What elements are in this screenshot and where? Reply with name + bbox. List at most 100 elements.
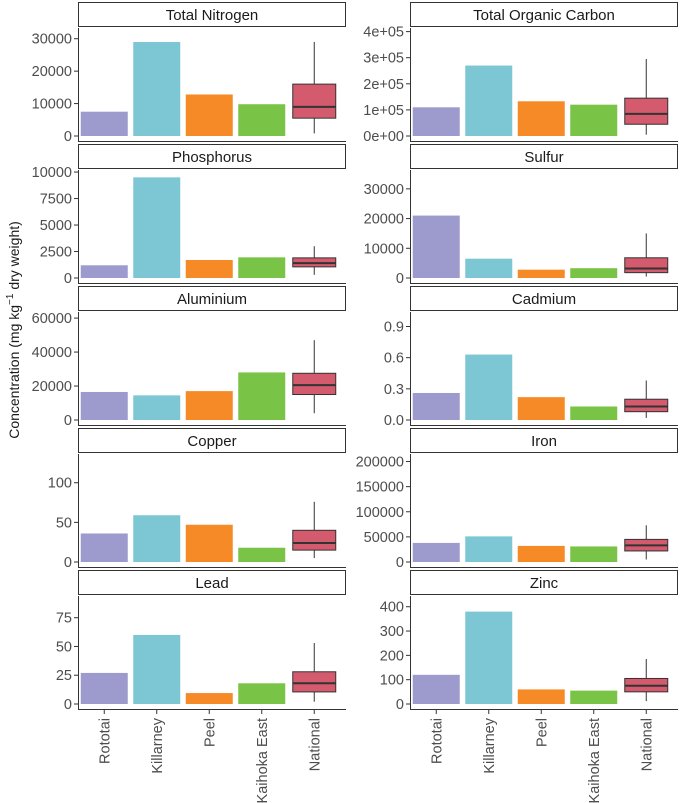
bar-killarney [465,354,513,420]
panel-strip [410,286,678,311]
y-tick-label: 50000 [364,530,404,546]
bar-kaihoka-east [238,257,286,278]
y-tick-label: 2500 [40,245,72,261]
panel-title: Total Nitrogen [166,7,259,24]
x-tick-label-killarney: Killarney [482,717,498,773]
boxplot-national [624,233,669,277]
bar-peel [517,397,565,420]
bar-kaihoka-east [238,683,286,704]
y-tick-label: 20000 [32,64,72,80]
panel-strip [410,144,678,169]
panel-iron: Iron 0 50000 100000 150000 200000 [356,428,678,571]
boxplot-national [292,41,337,134]
bar-peel [517,101,565,136]
bar-peel [517,545,565,562]
bar-rototai [80,111,128,136]
panel-title: Phosphorus [172,149,252,166]
panel-aluminium: Aluminium 0 20000 40000 60000 [32,286,346,429]
bar-peel [185,693,233,704]
y-tick-label: 0 [64,129,72,145]
panel-strip [410,428,678,453]
y-tick-label: 0e+00 [363,129,404,145]
y-tick-label: 5000 [40,218,72,234]
y-tick-label: 30000 [364,182,404,198]
panel-title: Cadmium [512,291,576,308]
bar-kaihoka-east [570,546,618,562]
y-tick-label: 0.0 [384,413,404,429]
bar-rototai [412,674,460,704]
panel-title: Iron [531,433,557,450]
panel-total-organic-carbon: Total Organic Carbon 0e+00 1e+05 2e+05 3e+05… [363,2,678,145]
y-tick-label: 0 [396,271,404,287]
boxplot-box [624,398,669,413]
bar-kaihoka-east [238,104,286,136]
y-axis-title-superscript: −1 [5,293,16,305]
panel-title: Total Organic Carbon [473,7,615,24]
y-tick-label: 60000 [32,311,72,327]
y-tick-label: 0.9 [384,320,404,336]
bar-rototai [412,107,460,136]
y-tick-label: 25 [56,668,72,684]
bar-kaihoka-east [570,104,618,136]
y-tick-label: 0 [64,697,72,713]
x-tick-label-kaihoka-east: Kaihoka East [587,718,603,803]
bar-peel [185,94,233,136]
x-tick-label-killarney: Killarney [150,717,166,773]
bar-kaihoka-east [570,406,618,420]
panel-lead: Lead 0 25 50 75 [56,570,346,713]
x-tick-label-rototai: Rototai [97,718,113,764]
y-tick-label: 100000 [356,505,404,521]
y-tick-label: 40000 [32,345,72,361]
x-axes: Rototai Killarney Peel Kaihoka East National… [97,710,655,803]
bar-kaihoka-east [238,547,286,562]
boxplot-national [292,340,337,414]
y-tick-label: 200 [380,648,404,664]
y-tick-label: 0 [64,555,72,571]
x-tick-label-national: National [307,718,323,771]
y-tick-label: 50 [56,639,72,655]
y-axis-title-suffix: dry weight) [6,221,22,293]
y-tick-label: 150000 [356,480,404,496]
boxplot-box [624,257,669,274]
panel-copper: Copper 0 50 100 [48,428,346,571]
y-tick-label: 10000 [364,241,404,257]
y-tick-label: 10000 [32,165,72,181]
y-tick-label: 0 [64,413,72,429]
panel-total-nitrogen: Total Nitrogen 0 10000 20000 30000 [32,2,346,145]
boxplot-national [624,380,669,418]
bar-rototai [412,392,460,420]
bar-rototai [80,391,128,420]
bar-killarney [465,611,513,704]
y-tick-label: 20000 [32,379,72,395]
bar-killarney [133,634,181,704]
boxplot-national [292,501,337,559]
boxplot-box [624,97,669,125]
boxplot-national [292,246,337,275]
y-tick-label: 20000 [364,212,404,228]
bar-killarney [465,258,513,278]
bar-kaihoka-east [238,372,286,420]
bar-peel [517,689,565,704]
bar-rototai [80,265,128,278]
bar-killarney [133,395,181,420]
bar-killarney [133,177,181,278]
y-tick-label: 0 [396,697,404,713]
boxplot-box [292,372,337,396]
panel-title: Lead [195,575,228,592]
y-axis-title-prefix: Concentration (mg kg [6,305,22,439]
bar-peel [185,524,233,562]
boxplot-box [292,83,337,119]
y-tick-label: 400 [380,600,404,616]
boxplot-national [624,525,669,560]
bar-peel [185,391,233,420]
y-tick-label: 0 [396,555,404,571]
y-tick-label: 300 [380,624,404,640]
bar-kaihoka-east [570,690,618,704]
bar-killarney [133,41,181,136]
panel-sulfur: Sulfur 0 10000 20000 30000 [364,144,678,287]
boxplot-national [292,643,337,702]
x-tick-label-peel: Peel [202,718,218,747]
y-tick-label: 10000 [32,97,72,113]
